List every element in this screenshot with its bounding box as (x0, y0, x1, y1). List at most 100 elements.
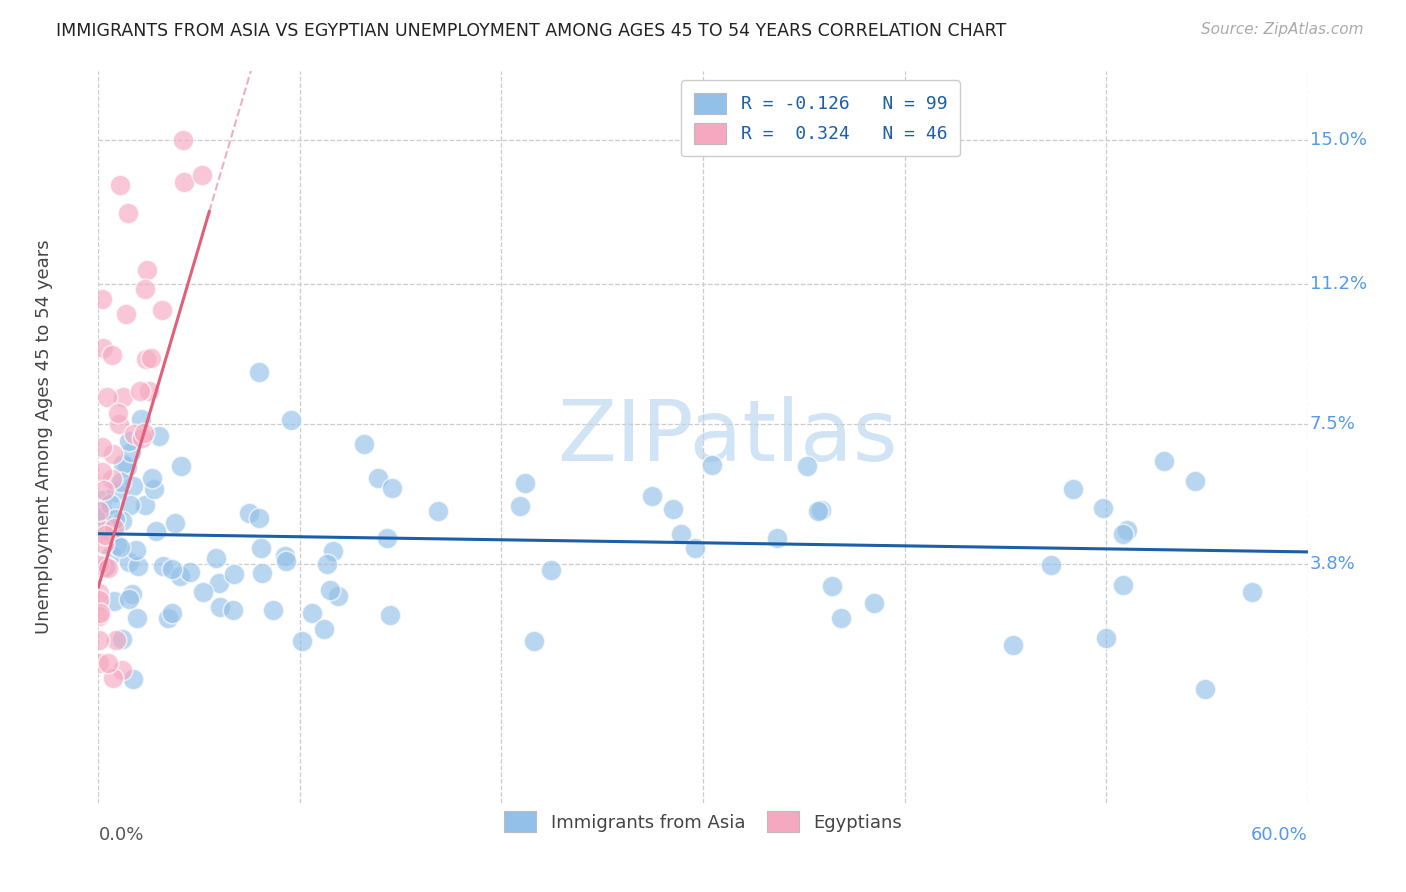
Point (274, 553, 297, 567)
Point (170, 459, 193, 474)
Point (138, 384, 160, 399)
Point (150, 303, 173, 318)
Point (89, 510, 111, 524)
Point (91, 560, 114, 574)
Point (89, 586, 111, 600)
Text: 15.0%: 15.0% (1310, 130, 1367, 149)
Point (111, 457, 134, 471)
Point (353, 437, 375, 451)
Point (821, 579, 844, 593)
Point (108, 417, 131, 431)
Point (662, 501, 685, 516)
Point (118, 555, 141, 569)
Point (97, 561, 120, 575)
Point (274, 549, 297, 563)
Point (89, 606, 111, 620)
Point (103, 521, 125, 535)
Point (135, 262, 157, 277)
Point (191, 585, 214, 599)
Point (125, 543, 148, 558)
Point (118, 434, 141, 449)
Point (132, 425, 155, 440)
Point (89, 504, 111, 518)
Point (208, 599, 231, 614)
Point (117, 459, 139, 474)
Text: Unemployment Among Ages 45 to 54 years: Unemployment Among Ages 45 to 54 years (35, 240, 53, 634)
Point (100, 524, 122, 539)
Point (291, 634, 314, 648)
Point (191, 168, 214, 182)
Point (152, 558, 174, 573)
Point (93, 537, 115, 551)
Point (1095, 631, 1118, 645)
Point (179, 566, 201, 580)
Point (107, 538, 129, 552)
Point (101, 348, 124, 362)
Point (863, 596, 886, 610)
Point (540, 563, 562, 577)
Point (111, 663, 134, 677)
Point (1194, 682, 1216, 697)
Point (93, 483, 115, 498)
Point (100, 472, 122, 486)
Point (134, 498, 156, 512)
Point (222, 602, 245, 616)
Point (810, 502, 832, 516)
Point (131, 431, 153, 445)
Text: 11.2%: 11.2% (1310, 275, 1367, 293)
Point (160, 562, 183, 576)
Point (96, 390, 118, 404)
Point (204, 551, 226, 566)
Text: IMMIGRANTS FROM ASIA VS EGYPTIAN UNEMPLOYMENT AMONG AGES 45 TO 54 YEARS CORRELAT: IMMIGRANTS FROM ASIA VS EGYPTIAN UNEMPLO… (56, 22, 1007, 40)
Point (108, 178, 131, 192)
Point (830, 611, 852, 625)
Point (1241, 584, 1264, 599)
Point (173, 175, 195, 189)
Point (91, 492, 114, 507)
Text: 60.0%: 60.0% (1251, 825, 1308, 844)
Point (326, 589, 349, 603)
Point (117, 206, 139, 220)
Text: Source: ZipAtlas.com: Source: ZipAtlas.com (1201, 22, 1364, 37)
Point (766, 531, 789, 545)
Point (141, 471, 163, 485)
Point (208, 575, 231, 590)
Point (1062, 482, 1084, 496)
Point (238, 506, 260, 520)
Point (129, 384, 152, 399)
Point (143, 482, 166, 496)
Point (163, 516, 186, 530)
Point (312, 622, 335, 636)
Point (683, 541, 706, 556)
Point (796, 459, 818, 474)
Point (93, 528, 115, 542)
Point (134, 282, 156, 296)
Point (301, 606, 323, 620)
Point (145, 524, 167, 538)
Point (377, 531, 399, 545)
Point (702, 458, 724, 472)
Point (222, 567, 245, 582)
Point (1153, 453, 1175, 467)
Point (89, 558, 111, 573)
Point (120, 498, 142, 512)
Point (129, 411, 152, 425)
Point (381, 482, 404, 496)
Point (121, 587, 143, 601)
Point (319, 583, 342, 598)
Point (91, 292, 114, 306)
Point (94, 560, 117, 574)
Point (1001, 638, 1024, 652)
Point (110, 540, 132, 554)
Point (107, 406, 129, 420)
Point (250, 566, 273, 581)
Point (807, 504, 830, 518)
Point (1040, 558, 1063, 572)
Point (115, 307, 138, 321)
Point (669, 527, 692, 541)
Point (110, 475, 132, 489)
Point (426, 503, 449, 517)
Point (122, 479, 145, 493)
Point (135, 352, 157, 367)
Point (250, 541, 273, 556)
